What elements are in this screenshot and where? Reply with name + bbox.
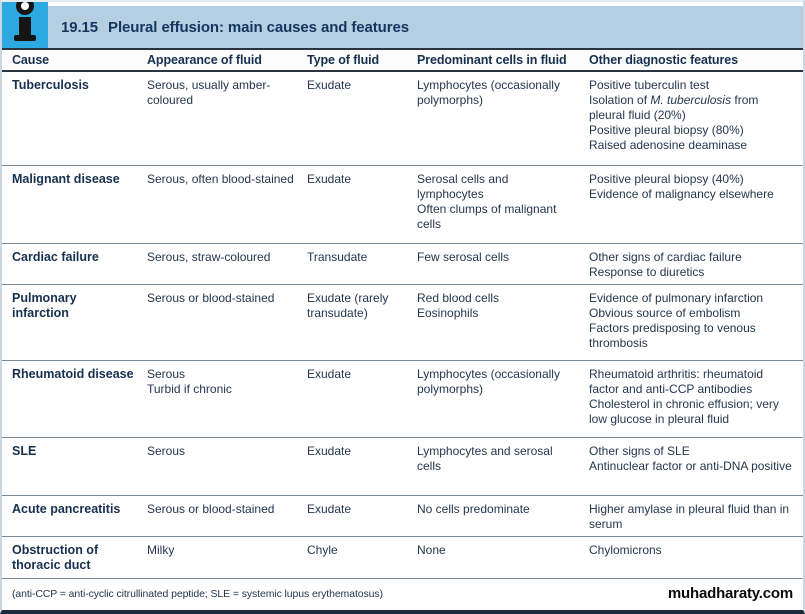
cell-type: Transudate [307,250,368,264]
cell-features: Higher amylase in pleural fluid than in … [589,502,790,531]
table-row: Malignant disease Serous, often blood-st… [2,165,803,243]
feature-organism-name: M. tuberculosis [650,93,732,107]
cell-cause: Malignant disease [12,172,120,186]
table-row: Rheumatoid disease Serous Turbid if chro… [2,360,803,437]
column-header-cells: Predominant cells in fluid [417,53,567,67]
cell-appearance: Serous, often blood-stained [147,172,294,186]
cell-type: Chyle [307,543,338,557]
info-icon-stem [19,17,31,37]
column-header-cause: Cause [12,53,50,67]
cell-appearance: Milky [147,543,175,557]
cell-cause: Cardiac failure [12,250,99,264]
figure-title: 19.15 Pleural effusion: main causes and … [48,6,803,48]
info-icon-base [14,35,36,41]
feature-text: from pleural fluid (20%) Positive pleura… [589,93,759,152]
figure-number: 19.15 [61,18,99,36]
cell-cause: Pulmonary infarction [12,291,77,320]
cell-cells: Lymphocytes and serosal cells [417,444,553,473]
cell-features: Positive tuberculin test Isolation of M.… [589,72,803,165]
cell-type: Exudate [307,444,352,458]
figure-titlebar: 19.15 Pleural effusion: main causes and … [2,2,803,48]
cell-cells: Red blood cells Eosinophils [417,291,500,320]
cell-features: Evidence of pulmonary infarction Obvious… [589,291,764,350]
abbreviation-note: (anti-CCP = anti-cyclic citrullinated pe… [12,587,383,600]
cell-cause: Acute pancreatitis [12,502,121,516]
site-watermark: muhadharaty.com [667,585,793,602]
cell-cells: Lymphocytes (occasionally polymorphs) [417,78,560,107]
figure-title-text: Pleural effusion: main causes and featur… [108,18,409,36]
cell-appearance: Serous or blood-stained [147,291,275,305]
cell-appearance: Serous [147,444,186,458]
cell-type: Exudate [307,78,352,92]
column-header-appearance: Appearance of fluid [147,53,262,67]
cell-features: Other signs of SLE Antinuclear factor or… [589,444,792,473]
feature-text: Positive tuberculin test Isolation of [589,78,710,107]
cell-appearance: Serous Turbid if chronic [147,367,232,396]
column-header-features: Other diagnostic features [589,53,738,67]
table-row: SLE Serous Exudate Lymphocytes and seros… [2,437,803,495]
cell-cells: Few serosal cells [417,250,510,264]
cell-cause: Rheumatoid disease [12,367,134,381]
cell-cause: Tuberculosis [12,78,89,92]
cell-features: Other signs of cardiac failure Response … [589,250,742,279]
cell-features: Positive pleural biopsy (40%) Evidence o… [589,172,774,201]
figure-footer: (anti-CCP = anti-cyclic citrullinated pe… [2,578,803,610]
info-icon-dot [16,2,34,15]
cell-features: Rheumatoid arthritis: rheumatoid factor … [589,367,779,426]
cell-appearance: Serous, usually amber-coloured [147,78,271,107]
column-header-type: Type of fluid [307,53,380,67]
cell-features: Chylomicrons [589,543,662,557]
column-header-row: Cause Appearance of fluid Type of fluid … [2,48,803,72]
info-icon [2,2,48,48]
cell-appearance: Serous, straw-coloured [147,250,271,264]
cell-type: Exudate [307,172,352,186]
table-row: Cardiac failure Serous, straw-coloured T… [2,243,803,284]
cell-cells: No cells predominate [417,502,530,516]
cell-appearance: Serous or blood-stained [147,502,275,516]
cell-cause: SLE [12,444,37,458]
cell-cause: Obstruction of thoracic duct [12,543,99,572]
table-row: Pulmonary infarction Serous or blood-sta… [2,284,803,360]
cell-cells: Serosal cells and lymphocytes Often clum… [417,172,557,231]
table-row: Tuberculosis Serous, usually amber-colou… [2,72,803,165]
cell-type: Exudate (rarely transudate) [307,291,389,320]
cell-cells: None [417,543,446,557]
cell-cells: Lymphocytes (occasionally polymorphs) [417,367,560,396]
cell-type: Exudate [307,367,352,381]
cell-type: Exudate [307,502,352,516]
table-row: Acute pancreatitis Serous or blood-stain… [2,495,803,536]
table-row: Obstruction of thoracic duct Milky Chyle… [2,536,803,577]
